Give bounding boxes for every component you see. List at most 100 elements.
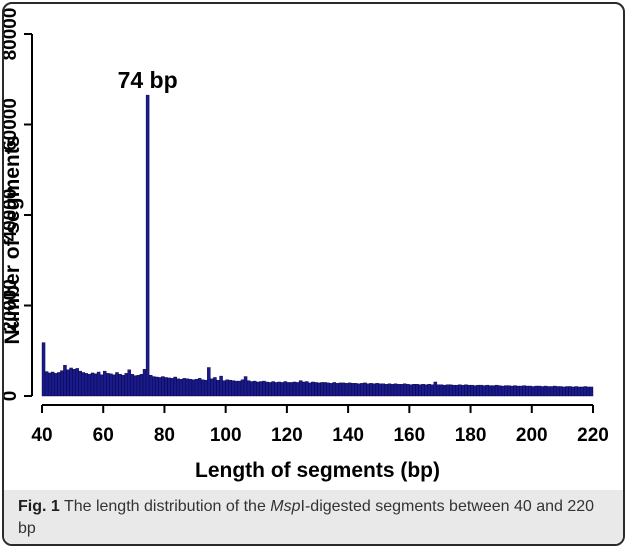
histogram-bar [231,380,236,397]
histogram-bar [292,381,297,397]
histogram-bar [442,384,447,397]
x-tick-label: 180 [455,425,487,446]
histogram-chart: 40 60 80 100 120 140 160 180 200 220 0 20000 40000 6… [4,8,609,482]
histogram-bar [216,379,220,397]
histogram-bar [497,385,502,397]
histogram-bar [357,383,361,397]
histogram-bar [409,384,413,397]
histogram-bar [295,382,300,397]
x-tick-label: 220 [577,425,609,446]
histogram-bar [78,370,82,397]
histogram-bar [197,378,202,397]
histogram-bar [369,383,373,397]
histogram-bar [482,385,487,397]
histogram-bar [213,377,217,397]
histogram-bar [259,381,263,397]
histogram-bar [176,378,180,397]
histogram-bar [562,386,566,397]
histogram-bar [311,381,315,397]
histogram-bar [507,385,511,397]
y-tick-label: 40000 [4,189,21,242]
histogram-bar [363,382,367,397]
histogram-bar [106,373,110,397]
histogram-bar [390,384,395,397]
histogram-bar [467,384,471,397]
histogram-bar [57,372,61,397]
histogram-bar [354,383,358,397]
histogram-bar [268,382,272,397]
y-tick-label: 80000 [4,8,21,61]
histogram-bar [436,384,441,397]
histogram-bar [188,379,193,397]
histogram-bar [265,381,269,397]
histogram-bar [305,381,309,397]
caption-enzyme-name: Msp [270,498,301,515]
x-tick-label: 160 [393,425,425,446]
histogram-bar [326,382,330,397]
histogram-bar [136,374,141,397]
histogram-bar [338,382,343,397]
histogram-bar [317,382,321,397]
histogram-bar [280,382,285,397]
histogram-bar [448,384,453,397]
histogram-bar [540,386,545,397]
histogram-bar [118,374,122,397]
histogram-bar [375,383,379,397]
histogram-bar [253,380,257,397]
histogram-bar [249,381,254,397]
histogram-bar [50,371,55,397]
histogram-bar [571,386,575,397]
histogram-bar [274,382,278,397]
histogram-bar [543,385,548,397]
histogram-bar [155,376,159,397]
histogram-bar [151,376,156,397]
histogram-bar [387,383,392,397]
histogram-bar [372,383,376,397]
histogram-bar [412,384,416,397]
histogram-bar [44,371,49,397]
histogram-bar [589,386,594,397]
histogram-bar [433,381,438,397]
histogram-bar [314,382,318,397]
histogram-bar [461,384,465,397]
histogram-bar [347,382,352,397]
histogram-bar [234,380,239,397]
histogram-bar [500,385,505,397]
histogram-bar [69,367,73,397]
figure-caption: Fig. 1 The length distribution of the Ms… [4,490,623,544]
histogram-bar [103,370,107,397]
histogram-bar [84,373,89,397]
histogram-bar [491,385,496,397]
histogram-bar [424,384,428,397]
histogram-bar [344,383,349,397]
x-tick-label: 140 [332,425,364,446]
histogram-bar [96,371,101,397]
histogram-bar [47,372,52,397]
histogram-bar [565,386,569,397]
histogram-bar [556,386,560,397]
histogram-bar [194,379,199,397]
histogram-bar [583,386,588,397]
histogram-bar [66,369,70,397]
y-tick-label: 20000 [4,279,21,332]
histogram-bar [510,385,514,397]
histogram-bar [445,384,450,397]
histogram-bar [207,367,211,397]
figure-label: Fig. 1 [18,498,60,515]
histogram-bar [406,384,410,397]
histogram-bar [574,386,578,397]
histogram-bar [485,384,490,397]
histogram-bar [200,379,205,397]
histogram-bar [225,379,229,397]
histogram-bar [240,379,245,397]
histogram-bar [458,384,462,397]
histogram-bar [237,380,242,397]
histogram-bar [403,383,407,397]
histogram-bar [516,385,520,397]
histogram-bar [204,379,208,397]
histogram-bar [513,385,517,397]
x-tick-label: 40 [31,425,52,446]
histogram-bar [323,382,327,397]
histogram-bar [301,381,306,397]
histogram-bar [335,383,340,397]
